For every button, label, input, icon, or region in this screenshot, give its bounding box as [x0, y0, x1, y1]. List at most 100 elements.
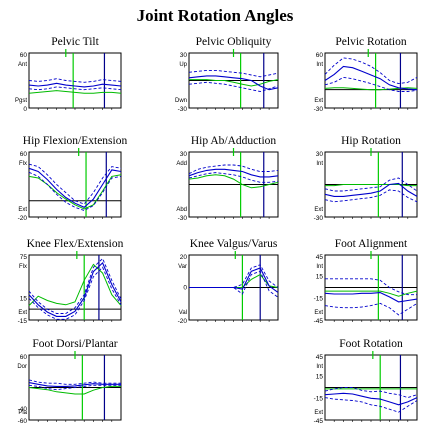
y-tick-label: 60 [20, 354, 28, 361]
series-line-band-lower [324, 76, 418, 92]
chart-panel: Foot Rotation 45 15 -15 -45 Int Ext [314, 338, 418, 425]
direction-label-top: Var [178, 264, 187, 270]
series-line-band-upper [28, 163, 122, 205]
direction-label-bottom: Ext [18, 310, 27, 316]
y-tick-label: -30 [178, 106, 188, 113]
page-title: Joint Rotation Angles [136, 6, 294, 25]
chart-title: Hip Ab/Adduction [191, 135, 277, 147]
y-tick-label: -40 [18, 406, 28, 413]
direction-label-top: Flx [19, 161, 27, 167]
chart-title: Pelvic Obliquity [196, 36, 272, 48]
y-tick-label: 60 [20, 52, 28, 59]
series-line-normal-mean [28, 263, 122, 306]
direction-label-bottom: Pgst [15, 98, 27, 104]
series-line-band-upper [324, 57, 418, 85]
y-tick-label: 0 [23, 106, 27, 113]
series-line-band-lower [189, 270, 279, 298]
chart-title: Knee Flex/Extension [27, 238, 124, 250]
chart-title: Foot Rotation [339, 338, 403, 350]
series-line-band-lower [324, 189, 418, 203]
direction-label-bottom: Ext [18, 207, 27, 213]
series-line-patient [324, 182, 418, 197]
y-tick-label: 15 [316, 374, 324, 381]
series-line-patient [28, 82, 122, 88]
series-line-patient [28, 382, 121, 387]
series-line-band-upper [28, 257, 122, 314]
series-line-band-upper [188, 164, 279, 175]
chart-panel: Pelvic Rotation 60 -30 Int Ext [314, 36, 418, 113]
series-line-band-lower [188, 81, 279, 92]
series-line-patient [28, 261, 122, 317]
direction-label-bottom: Ext [314, 98, 323, 104]
chart-title: Hip Flexion/Extension [23, 135, 128, 147]
direction-label-top: Dor [17, 364, 27, 370]
direction-label-bottom: Ext [314, 207, 323, 213]
y-tick-label: 60 [316, 52, 324, 59]
y-tick-label: -45 [314, 418, 324, 425]
series-line-normal-mean [28, 90, 122, 94]
y-tick-label: -45 [314, 318, 324, 325]
direction-label-top: Int [316, 62, 323, 68]
series-line-patient [324, 65, 418, 91]
y-tick-label: 0 [183, 285, 187, 292]
y-tick-label: 30 [180, 151, 188, 158]
direction-label-top: Flx [19, 264, 27, 270]
direction-label-top: Up [179, 62, 187, 68]
y-tick-label: 30 [180, 52, 188, 59]
y-tick-label: 60 [20, 151, 28, 158]
y-tick-label: -20 [178, 318, 188, 325]
chart-title: Pelvic Tilt [51, 36, 99, 48]
series-line-patient [324, 392, 418, 406]
direction-label-top: Ant [18, 62, 27, 68]
series-line-normal-mean [325, 290, 418, 297]
y-tick-label: -15 [314, 295, 324, 302]
direction-label-top: Int [316, 364, 323, 370]
chart-panel: Foot Dorsi/Plantar 60 -40 -60 Dor Pla [17, 338, 122, 425]
plot-frame [28, 52, 122, 109]
series-line-band-lower [324, 302, 418, 316]
direction-label-bottom: Dwn [175, 98, 187, 104]
y-tick-label: 30 [316, 151, 324, 158]
y-tick-label: 15 [20, 295, 28, 302]
direction-label-bottom: Ext [314, 410, 323, 416]
y-tick-label: -15 [314, 395, 324, 402]
y-tick-label: 45 [316, 254, 324, 261]
chart-panel: Knee Flex/Extension 75 15 -15 Flx Ext [18, 238, 124, 325]
chart-title: Pelvic Rotation [335, 36, 406, 48]
y-tick-label: -15 [18, 318, 28, 325]
y-tick-label: 20 [180, 254, 188, 261]
series-line-patient [188, 168, 279, 178]
series-line-patient [324, 292, 418, 303]
y-tick-label: 45 [316, 354, 324, 361]
direction-label-bottom: Pla [18, 410, 27, 416]
chart-title: Knee Valgus/Varus [190, 238, 278, 250]
series-line-patient [188, 75, 279, 91]
y-tick-label: 75 [20, 254, 28, 261]
chart-panel: Hip Rotation 30 -30 Int Ext [314, 135, 418, 222]
y-tick-label: -30 [178, 215, 188, 222]
series-line-patient [189, 267, 279, 293]
series-line-band-lower [28, 266, 122, 320]
series-line-band-upper [28, 78, 122, 83]
y-tick-label: -30 [314, 215, 324, 222]
series-line-band-upper [28, 379, 121, 385]
y-tick-label: 15 [316, 274, 324, 281]
chart-panel: Foot Alignment 45 15 -15 -45 Int Ext [314, 238, 418, 325]
chart-title: Foot Dorsi/Plantar [32, 338, 117, 350]
series-line-normal-mean [325, 184, 417, 187]
direction-label-bottom: Ext [314, 310, 323, 316]
chart-title: Hip Rotation [341, 135, 401, 147]
series-line-band-lower [28, 86, 122, 91]
series-line-band-lower [28, 384, 121, 391]
direction-label-top: Add [176, 161, 187, 167]
series-line-band-lower [188, 172, 279, 183]
series-line-normal-mean [28, 385, 121, 395]
plot-frame [28, 254, 122, 321]
series-line-band-upper [324, 177, 418, 192]
direction-label-bottom: Val [179, 310, 187, 316]
y-tick-label: -60 [18, 418, 28, 425]
chart-panel: Hip Flexion/Extension 60 -20 Flx Ext [18, 135, 128, 222]
